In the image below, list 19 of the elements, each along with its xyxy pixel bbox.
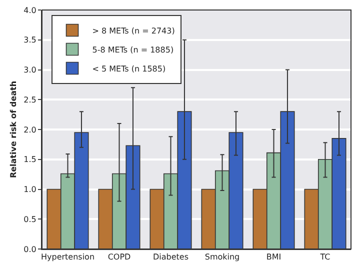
x-tick-label: COPD <box>108 252 131 262</box>
legend-label: > 8 METs (n = 2743) <box>92 26 175 36</box>
y-tick-label: 4.0 <box>24 6 36 15</box>
y-axis-title: Relative risk of death <box>9 80 18 178</box>
y-tick-label: 3.5 <box>24 36 36 45</box>
legend-label: < 5 METs (n 1585) <box>92 64 166 74</box>
y-tick-label: 1.0 <box>24 185 36 194</box>
x-tick-label: TC <box>319 252 331 262</box>
y-tick-label: 1.5 <box>24 155 36 164</box>
y-tick-label: 3.0 <box>24 66 36 75</box>
y-tick-label: 0.5 <box>24 214 36 224</box>
legend-label: 5-8 METs (n = 1885) <box>92 45 174 54</box>
y-tick-label: 0.0 <box>24 244 36 254</box>
x-tick-label: Diabetes <box>152 252 189 262</box>
y-tick-label: 2.0 <box>24 125 36 134</box>
y-tick-label: 2.5 <box>24 95 36 104</box>
x-tick-label: Hypertension <box>40 252 95 262</box>
x-tick-label: BMI <box>266 252 282 262</box>
x-tick-label: Smoking <box>204 252 240 262</box>
